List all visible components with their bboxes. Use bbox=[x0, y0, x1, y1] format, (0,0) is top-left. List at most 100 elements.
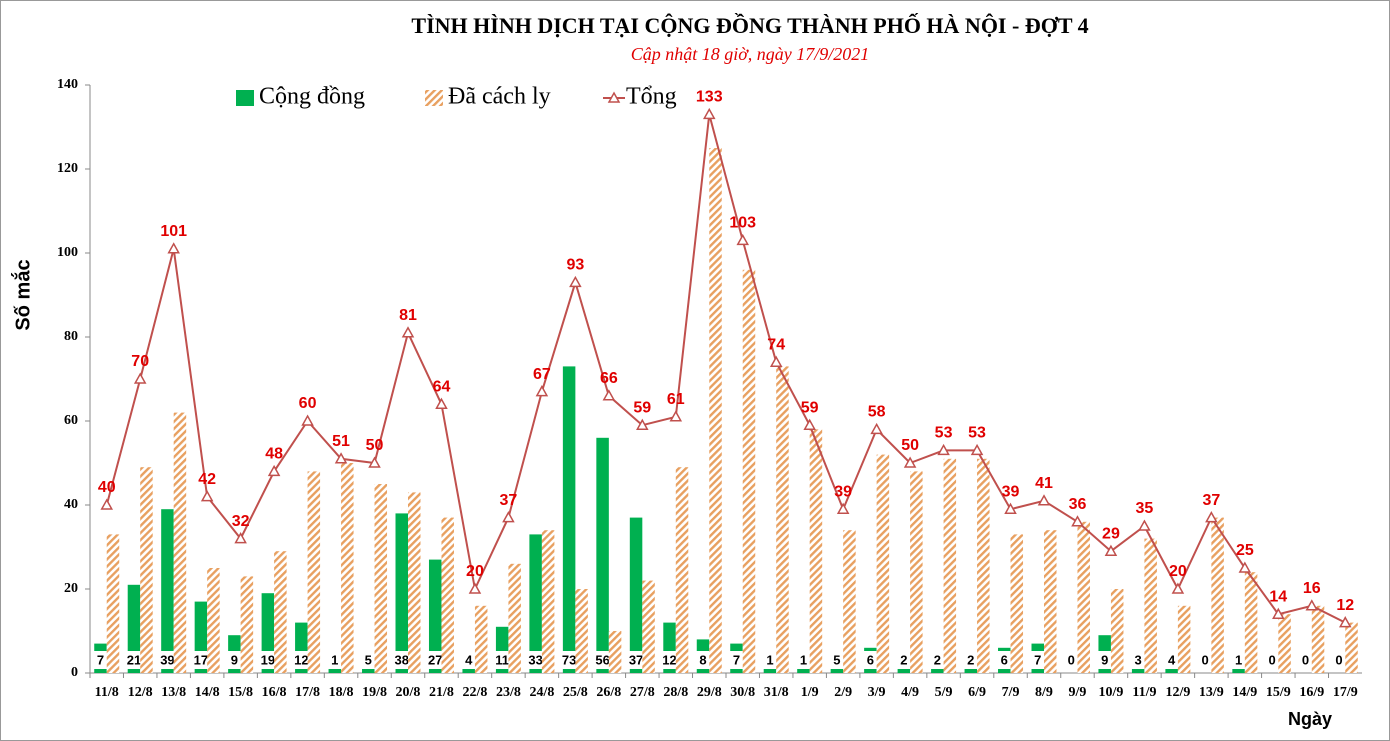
legend-swatch bbox=[236, 90, 254, 106]
bar bbox=[127, 584, 141, 673]
value-label: 27 bbox=[428, 652, 442, 667]
value-label-bg bbox=[294, 651, 309, 669]
bar bbox=[876, 454, 890, 673]
legend-label: Tổng bbox=[626, 84, 677, 110]
y-tick-label: 140 bbox=[57, 77, 78, 92]
legend-swatch bbox=[425, 90, 443, 106]
bar bbox=[441, 517, 454, 673]
value-label: 25 bbox=[1236, 542, 1254, 559]
bar bbox=[140, 467, 153, 673]
legend-label: Cộng đồng bbox=[259, 84, 365, 110]
value-label: 39 bbox=[160, 652, 174, 667]
marker bbox=[1071, 515, 1084, 527]
value-label: 48 bbox=[265, 446, 283, 463]
marker bbox=[903, 456, 917, 468]
x-tick-label: 3/9 bbox=[868, 685, 886, 700]
bar bbox=[374, 484, 388, 673]
marker bbox=[1305, 599, 1319, 611]
value-label: 12 bbox=[294, 652, 308, 667]
chart-title: TÌNH HÌNH DỊCH TẠI CỘNG ĐỒNG THÀNH PHỐ H… bbox=[411, 13, 1088, 38]
value-label-bg bbox=[1030, 651, 1045, 669]
bar bbox=[1110, 589, 1124, 673]
marker bbox=[334, 452, 348, 464]
y-tick-label: 60 bbox=[64, 413, 78, 428]
value-label-bg bbox=[227, 651, 242, 669]
x-tick-label: 13/8 bbox=[161, 685, 186, 700]
x-tick-label: 16/9 bbox=[1299, 685, 1324, 700]
value-label-bg bbox=[494, 651, 510, 669]
value-label: 1 bbox=[800, 652, 807, 667]
marker bbox=[267, 464, 281, 477]
value-label: 67 bbox=[533, 366, 551, 383]
value-label: 5 bbox=[365, 652, 372, 667]
x-tick-label: 29/8 bbox=[697, 685, 722, 700]
x-tick-label: 30/8 bbox=[730, 685, 755, 700]
value-label-bg bbox=[160, 651, 175, 669]
bar bbox=[1010, 534, 1024, 673]
marker bbox=[133, 372, 147, 384]
value-label: 64 bbox=[433, 378, 451, 395]
value-label: 16 bbox=[1303, 580, 1321, 597]
bar bbox=[541, 530, 555, 673]
value-label: 4 bbox=[465, 652, 473, 667]
bar bbox=[1345, 622, 1358, 673]
value-label: 9 bbox=[231, 652, 238, 667]
x-tick-label: 12/8 bbox=[128, 685, 153, 700]
x-tick-label: 24/8 bbox=[529, 685, 554, 700]
marker bbox=[1104, 544, 1118, 556]
value-label-bg bbox=[1164, 651, 1179, 669]
marker bbox=[1238, 561, 1252, 573]
x-tick-label: 1/9 bbox=[801, 685, 819, 700]
marker bbox=[1272, 607, 1285, 619]
marker bbox=[234, 532, 247, 544]
value-label: 59 bbox=[633, 399, 651, 416]
marker bbox=[836, 502, 850, 514]
value-label: 53 bbox=[935, 425, 953, 442]
marker bbox=[1037, 494, 1051, 506]
value-label-bg bbox=[963, 651, 979, 669]
x-tick-label: 26/8 bbox=[596, 685, 621, 700]
x-tick-label: 4/9 bbox=[901, 685, 919, 700]
bar bbox=[776, 366, 789, 673]
value-label: 0 bbox=[1068, 652, 1075, 667]
marker bbox=[502, 511, 515, 523]
x-tick-label: 27/8 bbox=[630, 685, 655, 700]
value-label: 56 bbox=[595, 652, 609, 667]
value-label: 50 bbox=[901, 437, 919, 454]
value-label-bg bbox=[461, 651, 476, 669]
value-label: 32 bbox=[232, 513, 250, 530]
bar bbox=[1077, 521, 1090, 673]
marker bbox=[167, 242, 180, 254]
x-tick-label: 12/9 bbox=[1165, 685, 1190, 700]
value-label: 61 bbox=[667, 391, 685, 408]
value-label: 103 bbox=[729, 215, 756, 232]
bar bbox=[341, 463, 354, 673]
bar bbox=[575, 589, 588, 673]
value-label: 7 bbox=[97, 652, 104, 667]
value-label-bg bbox=[1197, 651, 1213, 669]
marker bbox=[569, 275, 582, 288]
value-label: 40 bbox=[98, 479, 116, 496]
value-label-bg bbox=[863, 651, 878, 669]
value-label: 3 bbox=[1135, 652, 1142, 667]
x-tick-label: 5/9 bbox=[935, 685, 953, 700]
value-label-bg bbox=[729, 651, 744, 669]
value-label: 133 bbox=[696, 89, 723, 106]
bar bbox=[328, 668, 342, 673]
bar bbox=[395, 513, 408, 673]
bar bbox=[742, 269, 756, 673]
value-label-bg bbox=[1264, 651, 1280, 669]
bar bbox=[763, 668, 777, 673]
value-label-bg bbox=[1298, 651, 1313, 669]
bar bbox=[977, 458, 990, 673]
value-label-bg bbox=[1331, 651, 1347, 669]
bar bbox=[1311, 605, 1325, 673]
value-label-bg bbox=[327, 651, 343, 669]
value-label-bg bbox=[896, 651, 912, 669]
x-tick-label: 6/9 bbox=[968, 685, 986, 700]
chart-subtitle: Cập nhật 18 giờ, ngày 17/9/2021 bbox=[631, 44, 870, 64]
marker bbox=[401, 326, 415, 338]
x-tick-label: 17/8 bbox=[295, 685, 320, 700]
